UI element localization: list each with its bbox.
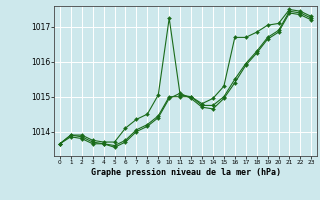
X-axis label: Graphe pression niveau de la mer (hPa): Graphe pression niveau de la mer (hPa) (91, 168, 281, 177)
